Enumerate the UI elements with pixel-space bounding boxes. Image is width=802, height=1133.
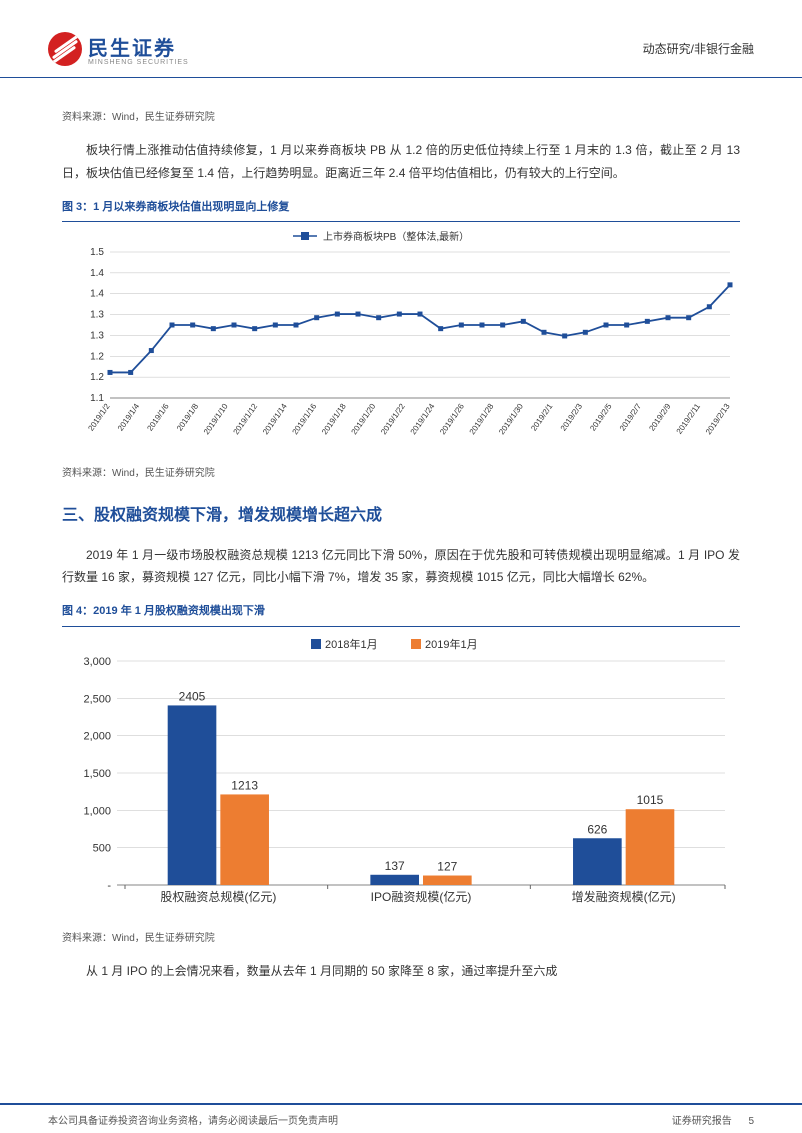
svg-text:2019/1/28: 2019/1/28: [468, 402, 496, 437]
svg-text:137: 137: [385, 859, 405, 873]
svg-text:2019/1/12: 2019/1/12: [231, 402, 259, 437]
svg-text:2019/1/2: 2019/1/2: [86, 402, 112, 433]
footer-report-label: 证券研究报告: [672, 1116, 732, 1127]
svg-text:2019/2/9: 2019/2/9: [647, 402, 673, 433]
svg-text:IPO融资规模(亿元): IPO融资规模(亿元): [371, 889, 472, 904]
svg-text:2019/1/10: 2019/1/10: [202, 402, 230, 437]
svg-text:2019年1月: 2019年1月: [425, 637, 478, 651]
svg-text:2018年1月: 2018年1月: [325, 637, 378, 651]
svg-text:2019/2/1: 2019/2/1: [529, 402, 555, 433]
footer-page-number: 5: [748, 1116, 754, 1127]
svg-text:2019/1/20: 2019/1/20: [350, 402, 378, 437]
svg-text:2019/1/8: 2019/1/8: [175, 402, 201, 433]
figure-4-chart: 2018年1月 2019年1月 - 500 1,000 1,500 2,000 2,500 3,…: [62, 635, 740, 923]
paragraph-2: 2019 年 1 月一级市场股权融资总规模 1213 亿元同比下滑 50%，原因…: [62, 544, 740, 590]
figure-3-title: 图 3：1 月以来券商板块估值出现明显向上修复: [62, 197, 740, 223]
svg-text:1.2: 1.2: [90, 352, 104, 363]
svg-text:1.3: 1.3: [90, 331, 104, 342]
svg-text:2019/1/14: 2019/1/14: [261, 402, 289, 437]
svg-text:500: 500: [93, 843, 111, 855]
svg-text:2019/1/6: 2019/1/6: [145, 402, 171, 433]
svg-text:2019/2/11: 2019/2/11: [675, 402, 703, 436]
svg-text:1.2: 1.2: [90, 373, 104, 384]
paragraph-3: 从 1 月 IPO 的上会情况来看，数量从去年 1 月同期的 50 家降至 8 …: [62, 960, 740, 983]
svg-text:2019/1/26: 2019/1/26: [438, 402, 466, 437]
svg-text:2019/2/3: 2019/2/3: [559, 402, 585, 433]
svg-text:1.1: 1.1: [90, 393, 104, 404]
svg-text:2405: 2405: [179, 690, 206, 704]
paragraph-1: 板块行情上涨推动估值持续修复，1 月以来券商板块 PB 从 1.2 倍的历史低位…: [62, 139, 740, 185]
svg-text:1,500: 1,500: [83, 768, 111, 780]
svg-text:1,000: 1,000: [83, 805, 111, 817]
svg-text:2019/1/16: 2019/1/16: [291, 402, 319, 437]
svg-text:2019/2/13: 2019/2/13: [704, 402, 732, 437]
svg-text:2019/1/24: 2019/1/24: [409, 402, 437, 437]
svg-text:2019/2/5: 2019/2/5: [588, 402, 614, 433]
svg-text:1.4: 1.4: [90, 268, 104, 279]
svg-text:3,000: 3,000: [83, 656, 111, 668]
page-header: 民生证券 MINSHENG SECURITIES 动态研究/非银行金融: [0, 0, 802, 78]
svg-text:上市券商板块PB（整体法,最新）: 上市券商板块PB（整体法,最新）: [323, 230, 469, 243]
source-text-3: 资料来源：Wind，民生证券研究院: [62, 929, 740, 948]
svg-text:2019/1/22: 2019/1/22: [379, 402, 407, 437]
svg-text:2019/1/4: 2019/1/4: [116, 402, 142, 433]
svg-text:2019/1/30: 2019/1/30: [497, 402, 525, 437]
logo: 民生证券 MINSHENG SECURITIES: [48, 32, 189, 66]
section-3-title: 三、股权融资规模下滑，增发规模增长超六成: [62, 501, 740, 531]
svg-text:1.4: 1.4: [90, 289, 104, 300]
svg-text:-: -: [107, 880, 111, 892]
svg-text:股权融资总规模(亿元): 股权融资总规模(亿元): [160, 889, 276, 904]
svg-text:626: 626: [587, 822, 607, 836]
svg-text:1.3: 1.3: [90, 310, 104, 321]
svg-text:增发融资规模(亿元): 增发融资规模(亿元): [572, 889, 676, 904]
header-category: 动态研究/非银行金融: [643, 40, 754, 57]
svg-text:127: 127: [437, 860, 457, 874]
company-name-cn: 民生证券: [88, 32, 189, 61]
source-text-2: 资料来源：Wind，民生证券研究院: [62, 464, 740, 483]
svg-text:1015: 1015: [637, 793, 664, 807]
page-footer: 本公司具备证券投资咨询业务资格，请务必阅读最后一页免责声明 证券研究报告 5: [0, 1103, 802, 1133]
svg-text:2,000: 2,000: [83, 731, 111, 743]
source-text-1: 资料来源：Wind，民生证券研究院: [62, 108, 740, 127]
figure-4-title: 图 4：2019 年 1 月股权融资规模出现下滑: [62, 601, 740, 627]
svg-text:1213: 1213: [231, 779, 258, 793]
logo-icon: [48, 32, 82, 66]
svg-text:2,500: 2,500: [83, 693, 111, 705]
footer-disclaimer: 本公司具备证券投资咨询业务资格，请务必阅读最后一页免责声明: [48, 1112, 338, 1127]
svg-text:1.5: 1.5: [90, 247, 104, 258]
company-name-en: MINSHENG SECURITIES: [88, 59, 189, 66]
svg-text:2019/1/18: 2019/1/18: [320, 402, 348, 437]
svg-text:2019/2/7: 2019/2/7: [618, 402, 644, 433]
figure-3-chart: 上市券商板块PB（整体法,最新） 1.1 1.2 1.2 1.3 1.3 1.4 1.4 1.5…: [62, 230, 740, 458]
